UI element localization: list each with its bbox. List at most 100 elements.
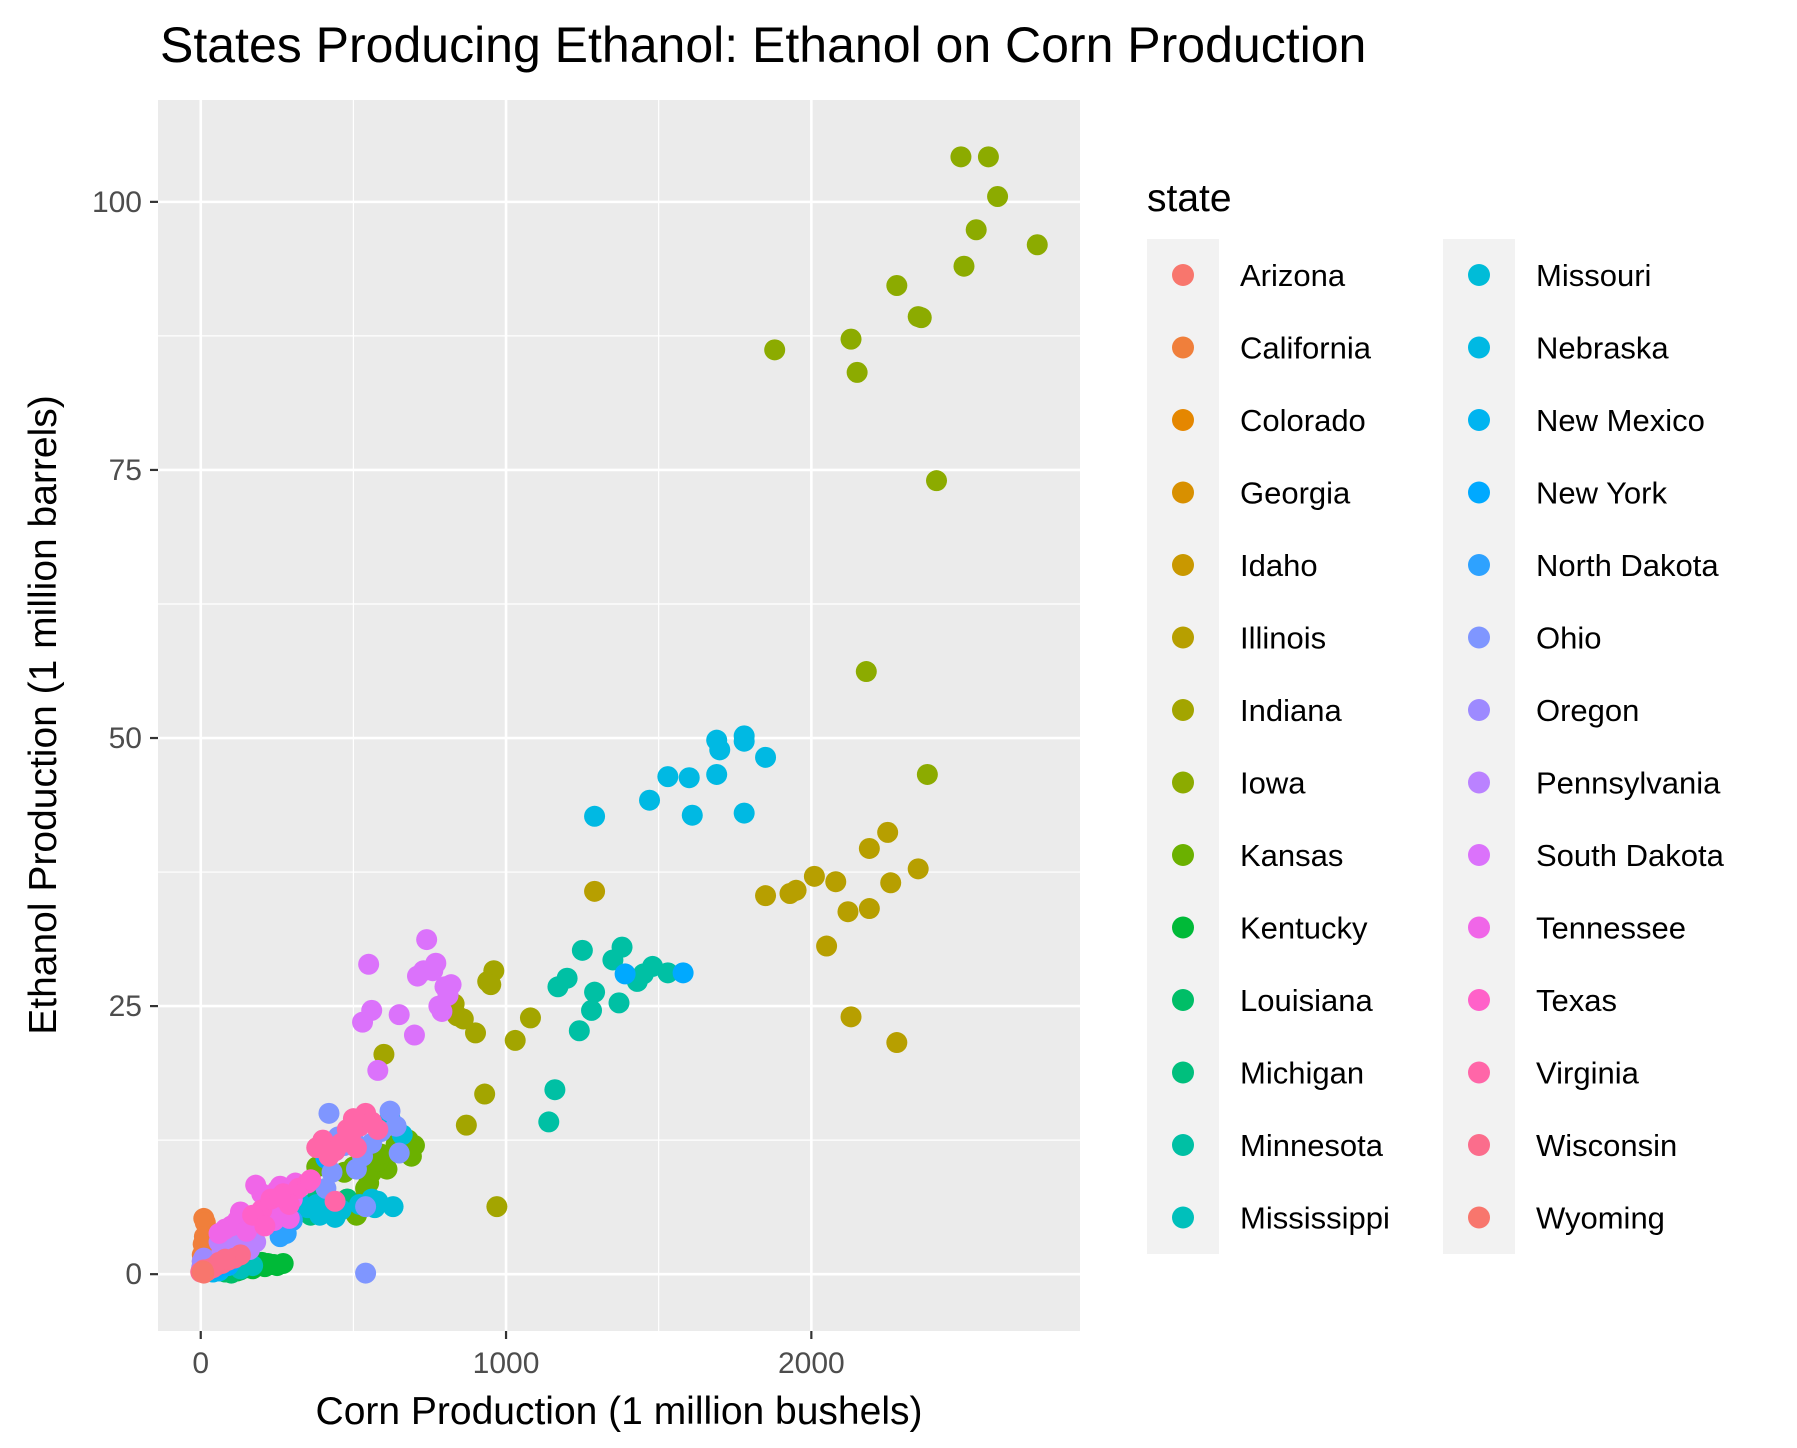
legend-label: Texas	[1536, 983, 1617, 1018]
data-point	[785, 879, 807, 901]
legend-label: Colorado	[1240, 403, 1366, 438]
data-point	[556, 967, 578, 989]
data-point	[755, 885, 777, 907]
y-tick-label: 25	[109, 990, 142, 1023]
data-point	[465, 1022, 487, 1044]
data-point	[611, 936, 633, 958]
data-point	[584, 805, 606, 827]
legend-key	[1172, 554, 1194, 576]
legend-label: Tennessee	[1536, 911, 1686, 946]
data-point	[373, 1043, 395, 1065]
legend-key-column-1	[1147, 239, 1219, 1254]
legend-label: Nebraska	[1536, 331, 1669, 366]
data-point	[678, 767, 700, 789]
data-point	[214, 1218, 236, 1240]
data-point	[755, 746, 777, 768]
data-point	[965, 219, 987, 241]
legend-key	[1468, 409, 1490, 431]
data-point	[416, 929, 438, 951]
legend-label: New York	[1536, 476, 1667, 511]
legend-key	[1172, 264, 1194, 286]
plot-panel	[158, 100, 1080, 1331]
legend-key	[1172, 481, 1194, 504]
legend-label: Indiana	[1240, 693, 1342, 728]
legend-key	[1172, 336, 1194, 359]
legend-label: Minnesota	[1240, 1128, 1384, 1163]
x-tick-label: 2000	[778, 1347, 845, 1380]
data-point	[953, 255, 975, 277]
data-point	[657, 766, 679, 788]
legend-label: Wyoming	[1536, 1201, 1665, 1236]
legend-key	[1172, 1061, 1194, 1084]
data-point	[480, 974, 502, 996]
legend-label: Illinois	[1240, 621, 1326, 656]
data-point	[425, 952, 447, 974]
data-point	[608, 992, 630, 1014]
data-point	[355, 1262, 377, 1284]
x-tick-label: 1000	[473, 1347, 540, 1380]
data-point	[214, 1248, 236, 1270]
data-point	[950, 146, 972, 168]
data-point	[706, 763, 728, 785]
data-point	[733, 730, 755, 752]
data-point	[236, 1220, 258, 1242]
data-point	[584, 981, 606, 1003]
y-axis: 0 25 50 75 100	[92, 186, 158, 1291]
data-point	[358, 953, 380, 975]
data-point	[987, 186, 1009, 208]
data-point	[455, 1114, 477, 1136]
data-point	[300, 1169, 322, 1191]
legend-label: Missouri	[1536, 258, 1651, 293]
data-point	[877, 821, 899, 843]
legend-key	[1468, 771, 1490, 794]
legend-key	[1172, 626, 1194, 649]
y-tick-label: 100	[92, 186, 142, 219]
data-point	[837, 901, 859, 923]
data-point	[581, 999, 603, 1021]
y-tick-label: 0	[125, 1258, 142, 1291]
legend-key-column-2	[1443, 239, 1515, 1254]
legend-label: Michigan	[1240, 1056, 1364, 1091]
legend-key	[1468, 1206, 1490, 1229]
data-point	[385, 1115, 407, 1137]
y-tick-label: 75	[109, 454, 142, 487]
legend-label: North Dakota	[1536, 548, 1719, 583]
data-point	[486, 1196, 508, 1218]
legend-key	[1468, 844, 1490, 866]
y-tick-label: 50	[109, 722, 142, 755]
data-point	[193, 1262, 215, 1284]
legend-key	[1172, 1134, 1194, 1156]
data-point	[519, 1007, 541, 1029]
legend-label: Georgia	[1240, 476, 1351, 511]
data-points	[190, 146, 1048, 1284]
legend-label: California	[1240, 331, 1372, 366]
legend-label: Wisconsin	[1536, 1128, 1677, 1163]
legend-label: Oregon	[1536, 693, 1639, 728]
data-point	[816, 935, 838, 957]
data-point	[614, 963, 636, 985]
legend-key	[1172, 989, 1194, 1011]
data-point	[764, 339, 786, 361]
data-point	[681, 804, 703, 826]
legend-label: Idaho	[1240, 548, 1318, 583]
data-point	[1026, 234, 1048, 256]
data-point	[367, 1118, 389, 1140]
legend-key	[1468, 1134, 1490, 1156]
data-point	[803, 865, 825, 887]
data-point	[672, 962, 694, 984]
chart-title: States Producing Ethanol: Ethanol on Cor…	[160, 17, 1366, 73]
x-axis-title: Corn Production (1 million bushels)	[316, 1390, 923, 1433]
data-point	[361, 999, 383, 1021]
data-point	[584, 880, 606, 902]
data-point	[916, 763, 938, 785]
data-point	[345, 1137, 367, 1159]
legend-key	[1468, 264, 1490, 286]
x-axis: 0 1000 2000	[192, 1331, 845, 1380]
legend-key	[1172, 916, 1194, 939]
legend-key	[1468, 1061, 1490, 1084]
data-point	[858, 898, 880, 920]
legend-label: New Mexico	[1536, 403, 1705, 438]
data-point	[254, 1215, 276, 1237]
legend-label: South Dakota	[1536, 838, 1725, 873]
legend-title: state	[1147, 177, 1232, 220]
